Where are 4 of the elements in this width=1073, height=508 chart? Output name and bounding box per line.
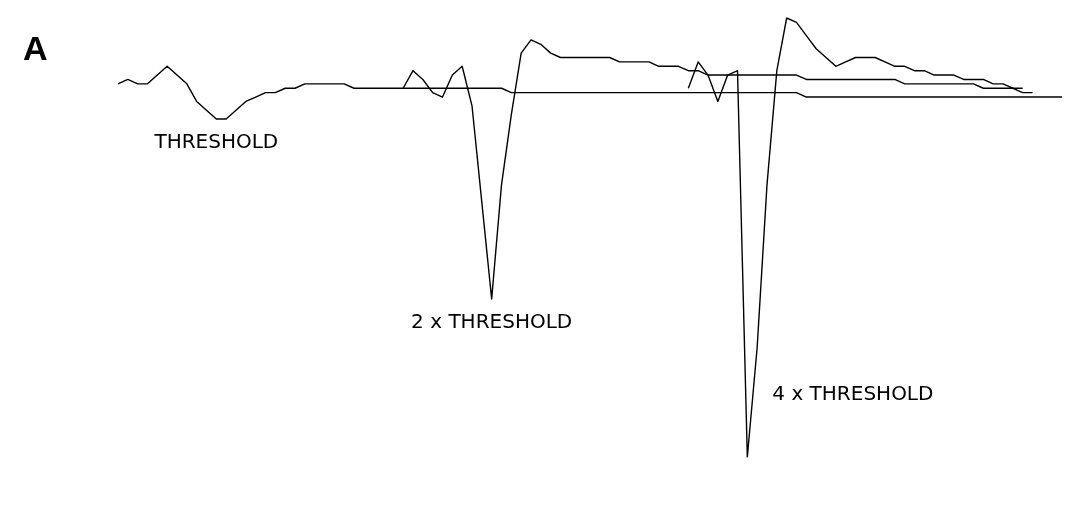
chart-title: A: [23, 29, 48, 67]
series-label: 4 x THRESHOLD: [772, 381, 934, 405]
series-label: 2 x THRESHOLD: [411, 308, 573, 333]
series-label: THRESHOLD: [153, 128, 279, 153]
